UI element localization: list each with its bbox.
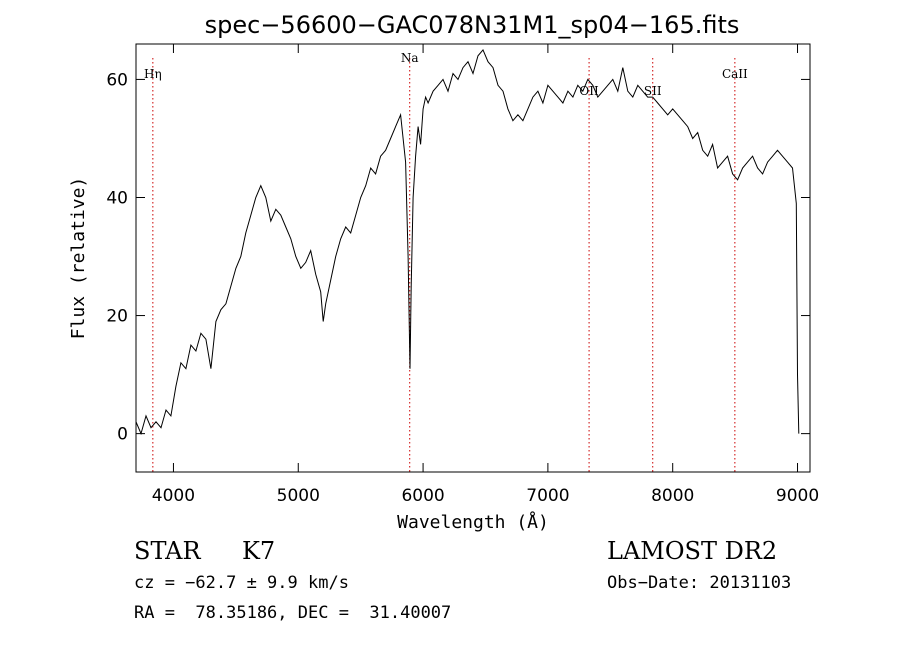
marker-label-1: Na bbox=[401, 51, 419, 65]
x-tick-label-8000: 8000 bbox=[651, 486, 694, 506]
y-tick-label-60: 60 bbox=[106, 70, 128, 90]
object-subclass: K7 bbox=[242, 537, 276, 565]
plot-frame bbox=[135, 43, 811, 473]
marker-label-4: CaII bbox=[722, 67, 748, 81]
x-axis-label: Wavelength (Å) bbox=[397, 511, 549, 533]
marker-label-0: Hη bbox=[144, 67, 162, 81]
axis-ticks: 4000 5000 6000 7000 8000 9000 0 20 40 60 bbox=[106, 44, 819, 506]
redshift-line: cz = −62.7 ± 9.9 km/s bbox=[134, 573, 349, 593]
survey-name: LAMOST DR2 bbox=[607, 537, 778, 565]
spectrum-line bbox=[135, 48, 800, 436]
x-tick-label-6000: 6000 bbox=[401, 486, 444, 506]
x-tick-label-4000: 4000 bbox=[152, 486, 195, 506]
y-axis-label: Flux (relative) bbox=[68, 177, 89, 340]
y-tick-label-40: 40 bbox=[106, 188, 128, 208]
object-class: STAR bbox=[134, 537, 201, 565]
x-tick-label-5000: 5000 bbox=[277, 486, 320, 506]
chart-title: spec−56600−GAC078N31M1_sp04−165.fits bbox=[205, 11, 740, 39]
x-tick-label-7000: 7000 bbox=[526, 486, 569, 506]
coordinates: RA = 78.35186, DEC = 31.40007 bbox=[134, 603, 452, 623]
marker-label-3: SII bbox=[644, 84, 662, 98]
y-tick-label-20: 20 bbox=[106, 307, 128, 327]
obs-date: Obs−Date: 20131103 bbox=[607, 573, 792, 593]
y-tick-label-0: 0 bbox=[117, 425, 128, 445]
x-tick-label-9000: 9000 bbox=[776, 486, 819, 506]
